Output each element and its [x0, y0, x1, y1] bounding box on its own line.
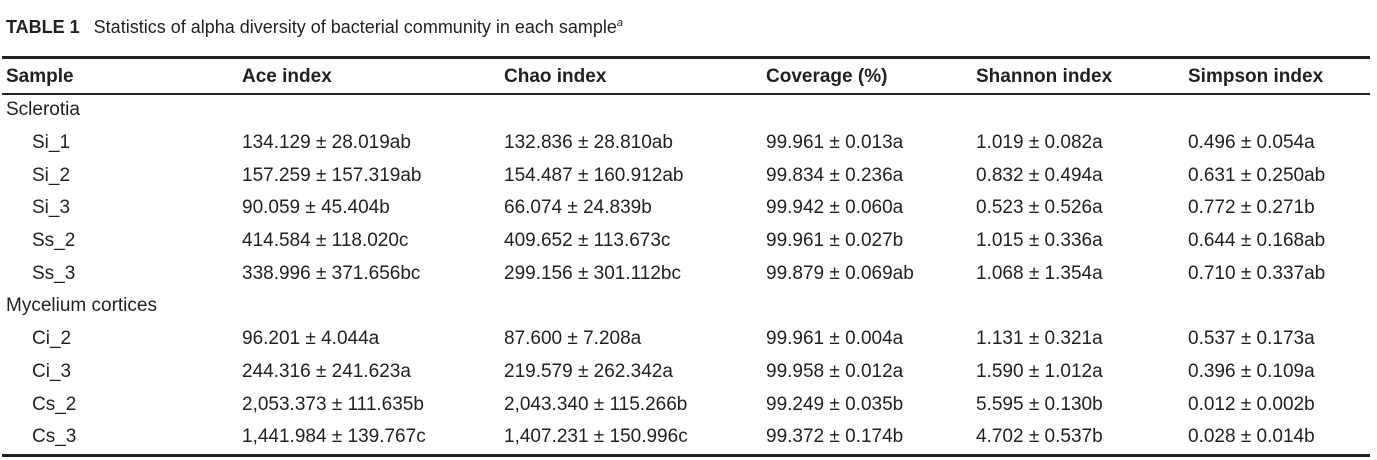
coverage-cell: 99.372 ± 0.174b [766, 426, 904, 448]
bottom-rule [2, 454, 1370, 457]
chao-cell: 87.600 ± 7.208a [504, 328, 642, 350]
column-header-ace: Ace index [242, 66, 332, 87]
shannon-cell: 4.702 ± 0.537b [976, 426, 1103, 448]
chao-cell: 409.652 ± 113.673c [504, 230, 671, 252]
caption-text: Statistics of alpha diversity of bacteri… [93, 17, 617, 37]
simpson-cell: 0.496 ± 0.054a [1188, 132, 1315, 154]
ace-cell: 2,053.373 ± 111.635b [242, 393, 424, 415]
table-label: TABLE 1 [6, 17, 80, 37]
chao-cell: 132.836 ± 28.810ab [504, 132, 673, 154]
sample-cell: Si_2 [32, 164, 71, 186]
header-row: Sample Ace index Chao index Coverage (%)… [2, 59, 1370, 94]
column-header-chao: Chao index [504, 66, 607, 87]
table-row: Si_1 134.129 ± 28.019ab 132.836 ± 28.810ab… [2, 127, 1370, 160]
table-row: Cs_2 2,053.373 ± 111.635b 2,043.340 ± 115.… [2, 388, 1370, 421]
group-row: Sclerotia [2, 94, 1370, 127]
simpson-cell: 0.028 ± 0.014b [1188, 426, 1315, 448]
group-label: Mycelium cortices [6, 295, 157, 317]
sample-cell: Cs_3 [32, 426, 77, 448]
chao-cell: 2,043.340 ± 115.266b [504, 393, 688, 415]
coverage-cell: 99.958 ± 0.012a [766, 360, 904, 382]
table-row: Ss_2 414.584 ± 118.020c 409.652 ± 113.673c… [2, 225, 1370, 258]
table-row: Cs_3 1,441.984 ± 139.767c 1,407.231 ± 150.… [2, 421, 1370, 454]
sample-cell: Ci_3 [32, 360, 72, 382]
shannon-cell: 0.523 ± 0.526a [976, 197, 1103, 219]
group-label: Sclerotia [6, 99, 80, 121]
footnote-mark: a [616, 17, 624, 29]
chao-cell: 219.579 ± 262.342a [504, 360, 673, 382]
coverage-cell: 99.879 ± 0.069ab [766, 262, 914, 284]
chao-cell: 66.074 ± 24.839b [504, 197, 652, 219]
coverage-cell: 99.834 ± 0.236a [766, 164, 904, 186]
table-row: Si_2 157.259 ± 157.319ab 154.487 ± 160.912… [2, 159, 1370, 192]
shannon-cell: 5.595 ± 0.130b [976, 393, 1103, 415]
table-caption: TABLE 1 Statistics of alpha diversity of … [6, 15, 623, 39]
group-row: Mycelium cortices [2, 290, 1370, 323]
sample-cell: Si_3 [32, 197, 71, 219]
shannon-cell: 1.590 ± 1.012a [976, 360, 1103, 382]
simpson-cell: 0.710 ± 0.337ab [1188, 262, 1326, 284]
column-header-simpson: Simpson index [1188, 66, 1324, 87]
sample-cell: Ss_3 [32, 262, 76, 284]
header-rule [2, 93, 1370, 95]
top-rule [2, 56, 1370, 59]
shannon-cell: 0.832 ± 0.494a [976, 164, 1103, 186]
column-header-coverage: Coverage (%) [766, 66, 888, 87]
coverage-cell: 99.249 ± 0.035b [766, 393, 904, 415]
coverage-cell: 99.942 ± 0.060a [766, 197, 904, 219]
table-row: Ci_2 96.201 ± 4.044a 87.600 ± 7.208a 99.961… [2, 323, 1370, 356]
ace-cell: 90.059 ± 45.404b [242, 197, 390, 219]
table-header: Sample Ace index Chao index Coverage (%)… [2, 59, 1370, 94]
simpson-cell: 0.396 ± 0.109a [1188, 360, 1315, 382]
sample-cell: Si_1 [32, 132, 71, 154]
chao-cell: 299.156 ± 301.112bc [504, 262, 682, 284]
coverage-cell: 99.961 ± 0.004a [766, 328, 904, 350]
chao-cell: 1,407.231 ± 150.996c [504, 426, 688, 448]
ace-cell: 414.584 ± 118.020c [242, 230, 409, 252]
coverage-cell: 99.961 ± 0.013a [766, 132, 904, 154]
shannon-cell: 1.131 ± 0.321a [976, 328, 1103, 350]
ace-cell: 244.316 ± 241.623a [242, 360, 411, 382]
ace-cell: 157.259 ± 157.319ab [242, 164, 422, 186]
ace-cell: 338.996 ± 371.656bc [242, 262, 421, 284]
sample-cell: Ci_2 [32, 328, 72, 350]
simpson-cell: 0.644 ± 0.168ab [1188, 230, 1326, 252]
shannon-cell: 1.068 ± 1.354a [976, 262, 1103, 284]
coverage-cell: 99.961 ± 0.027b [766, 230, 904, 252]
chao-cell: 154.487 ± 160.912ab [504, 164, 684, 186]
ace-cell: 1,441.984 ± 139.767c [242, 426, 426, 448]
shannon-cell: 1.019 ± 0.082a [976, 132, 1103, 154]
sample-cell: Cs_2 [32, 393, 77, 415]
shannon-cell: 1.015 ± 0.336a [976, 230, 1103, 252]
simpson-cell: 0.537 ± 0.173a [1188, 328, 1315, 350]
alpha-diversity-table: Sample Ace index Chao index Coverage (%)… [2, 59, 1370, 454]
table-row: Si_3 90.059 ± 45.404b 66.074 ± 24.839b 99.9… [2, 192, 1370, 225]
ace-cell: 134.129 ± 28.019ab [242, 132, 411, 154]
table-body: Sclerotia Si_1 134.129 ± 28.019ab 132.836 ±… [2, 94, 1370, 454]
column-header-shannon: Shannon index [976, 66, 1113, 87]
simpson-cell: 0.012 ± 0.002b [1188, 393, 1315, 415]
ace-cell: 96.201 ± 4.044a [242, 328, 380, 350]
column-header-sample: Sample [6, 66, 74, 87]
simpson-cell: 0.772 ± 0.271b [1188, 197, 1315, 219]
table-row: Ss_3 338.996 ± 371.656bc 299.156 ± 301.112… [2, 257, 1370, 290]
table-row: Ci_3 244.316 ± 241.623a 219.579 ± 262.342a… [2, 356, 1370, 389]
simpson-cell: 0.631 ± 0.250ab [1188, 164, 1326, 186]
sample-cell: Ss_2 [32, 230, 76, 252]
